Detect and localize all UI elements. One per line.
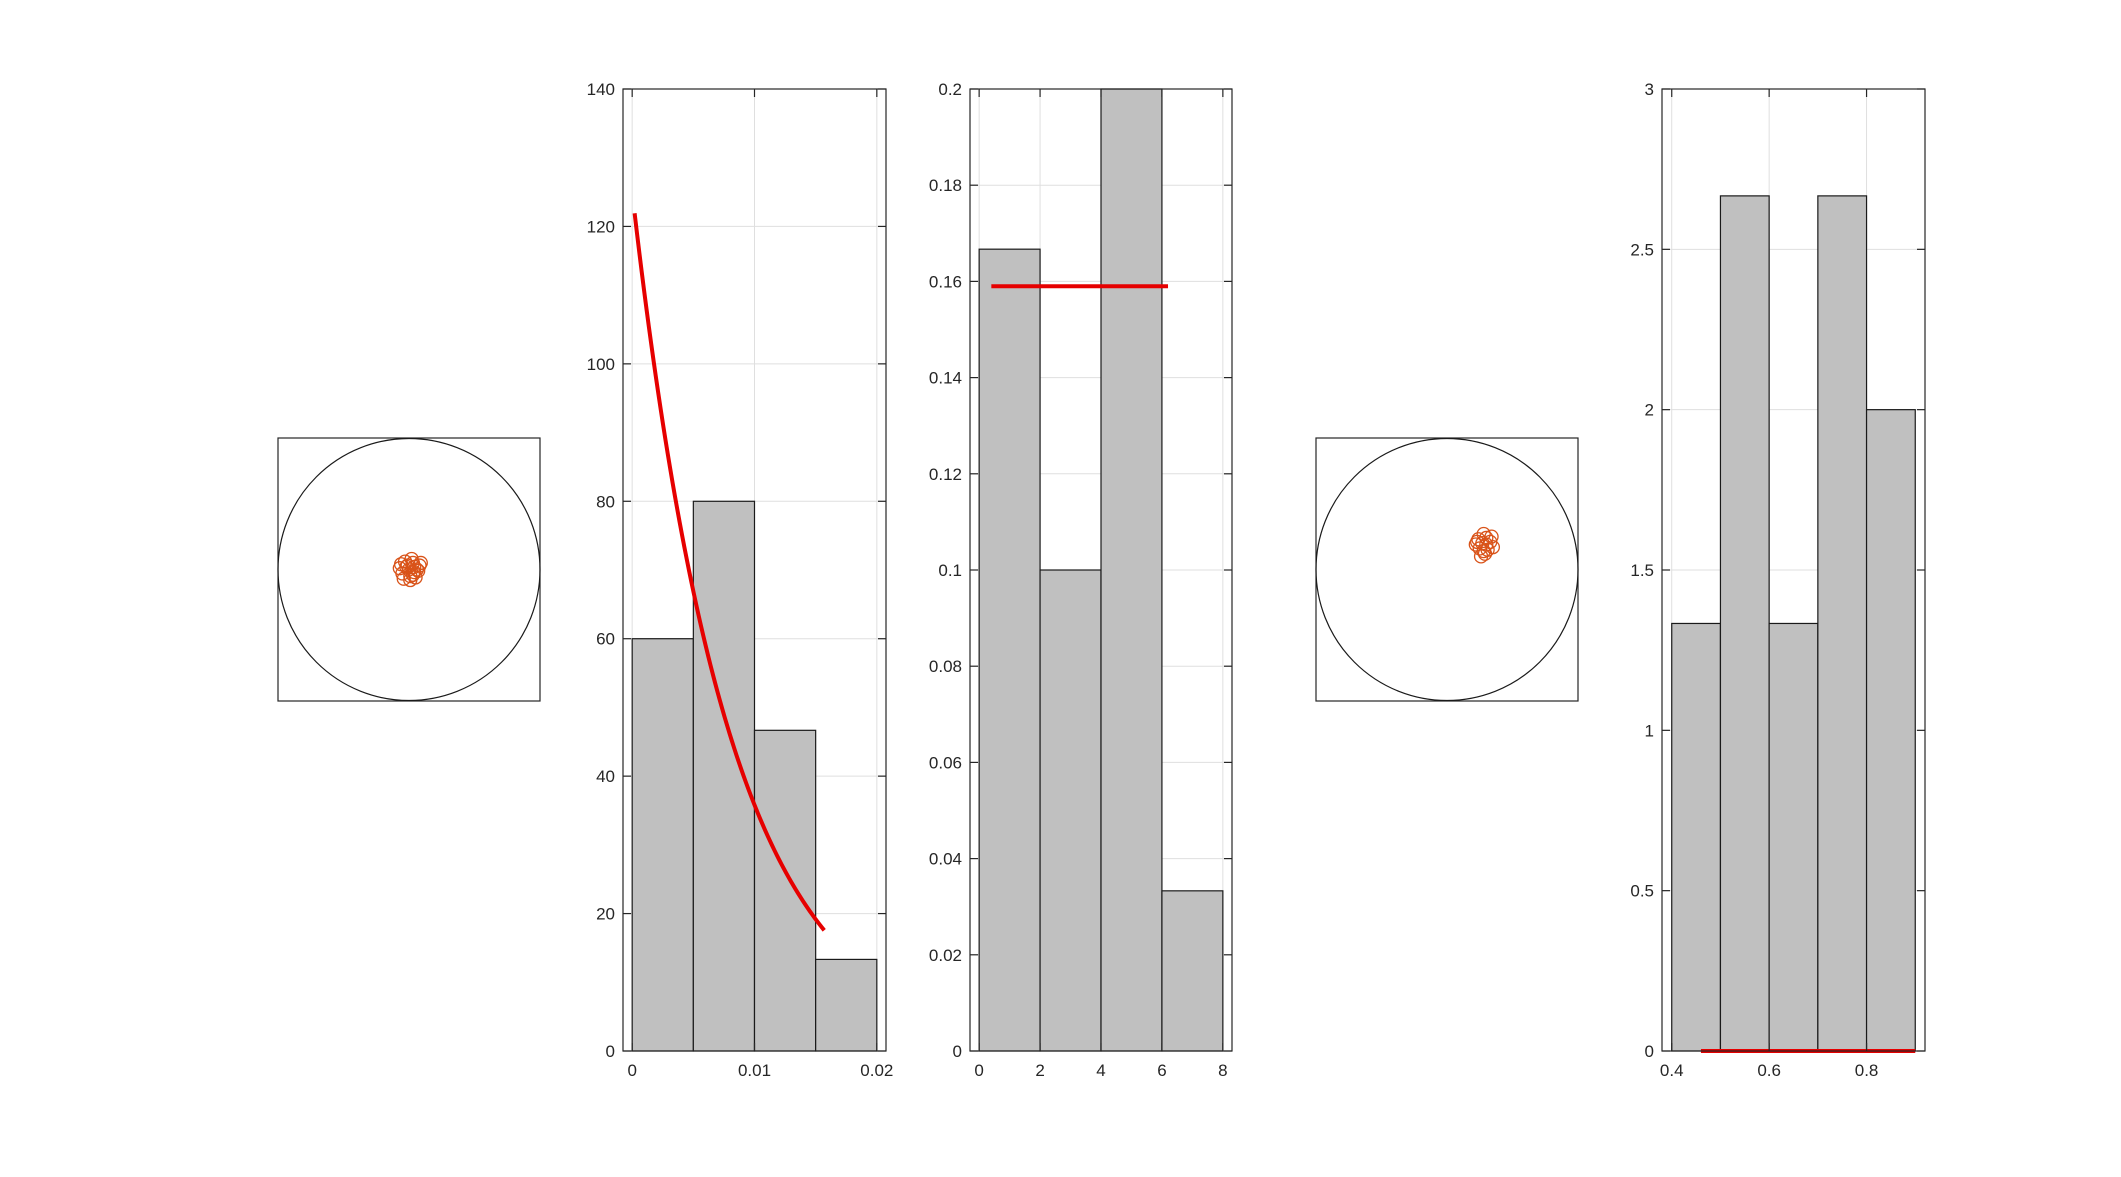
- y-tick-label: 2: [1645, 401, 1654, 420]
- x-tick-label: 2: [1035, 1061, 1044, 1080]
- fit-line: [632, 213, 826, 932]
- y-tick-label: 140: [587, 80, 615, 99]
- y-tick-label: 0.14: [929, 369, 962, 388]
- y-tick-label: 3: [1645, 80, 1654, 99]
- histogram-bar: [1039, 569, 1102, 1052]
- x-tick-label: 4: [1096, 1061, 1105, 1080]
- y-tick-label: 0: [953, 1042, 962, 1061]
- x-tick-label: 8: [1218, 1061, 1227, 1080]
- y-tick-label: 40: [596, 767, 615, 786]
- panel-frame: [1315, 437, 1579, 702]
- histogram-bar: [1768, 622, 1819, 1052]
- y-tick-label: 0.5: [1630, 882, 1654, 901]
- x-tick-label: 0.02: [860, 1061, 893, 1080]
- y-tick-label: 0.06: [929, 753, 962, 772]
- circle-scatter-panel-4: [1315, 437, 1579, 702]
- y-tick-label: 0.02: [929, 946, 962, 965]
- histogram-panel-2: 0 0.01 0.02 0 20 40 60 80 100 120 140: [587, 80, 894, 1080]
- histogram-bar: [1817, 195, 1868, 1052]
- x-tick-label: 6: [1157, 1061, 1166, 1080]
- histogram-bar: [1100, 88, 1163, 1052]
- histogram-bar: [978, 248, 1041, 1052]
- x-tick-label: 0.6: [1757, 1061, 1781, 1080]
- histogram-bar: [1671, 622, 1722, 1052]
- histogram-panel-3: 0 2 4 6 8 0 0.02 0.04 0.06 0.08 0.1 0.12 0.14 0.16 0.1…: [929, 80, 1233, 1080]
- y-tick-label: 1: [1645, 721, 1654, 740]
- unit-circle: [1315, 437, 1579, 702]
- histogram-panel-5: 0.4 0.6 0.8 0 0.5 1 1.5 2 2.5 3: [1630, 80, 1926, 1080]
- x-tick-label: 0.8: [1855, 1061, 1879, 1080]
- scatter-point: [403, 572, 418, 588]
- x-tick-label: 0.01: [738, 1061, 771, 1080]
- scatter-point: [403, 568, 418, 584]
- histogram-bar: [1161, 890, 1224, 1052]
- histogram-bar: [815, 958, 878, 1052]
- y-tick-label: 2.5: [1630, 240, 1654, 259]
- histogram-bar: [1865, 409, 1916, 1052]
- scatter-point: [411, 563, 426, 578]
- y-tick-label: 0.08: [929, 657, 962, 676]
- x-tick-label: 0: [974, 1061, 983, 1080]
- x-tick-label: 0: [627, 1061, 636, 1080]
- y-tick-label: 20: [596, 905, 615, 924]
- y-tick-label: 100: [587, 355, 615, 374]
- histogram-bar: [631, 638, 694, 1052]
- y-tick-label: 1.5: [1630, 561, 1654, 580]
- y-tick-label: 0: [606, 1042, 615, 1061]
- y-tick-label: 80: [596, 492, 615, 511]
- x-tick-label: 0.4: [1660, 1061, 1684, 1080]
- y-tick-label: 60: [596, 630, 615, 649]
- y-tick-label: 120: [587, 217, 615, 236]
- y-tick-label: 0.12: [929, 465, 962, 484]
- histogram-bar: [1719, 195, 1770, 1052]
- y-tick-label: 0.04: [929, 850, 962, 869]
- y-tick-label: 0.2: [938, 80, 962, 99]
- circle-scatter-panel-1: [277, 437, 541, 702]
- scatter-point: [407, 559, 422, 575]
- histogram-bar: [753, 729, 817, 1052]
- scatter-point: [1479, 537, 1494, 552]
- unit-circle: [277, 437, 541, 702]
- y-tick-label: 0.1: [938, 561, 962, 580]
- y-tick-label: 0.18: [929, 176, 962, 195]
- scatter-point: [1484, 529, 1499, 544]
- y-tick-label: 0: [1645, 1042, 1654, 1061]
- y-tick-label: 0.16: [929, 272, 962, 291]
- scatter-point: [1476, 543, 1491, 559]
